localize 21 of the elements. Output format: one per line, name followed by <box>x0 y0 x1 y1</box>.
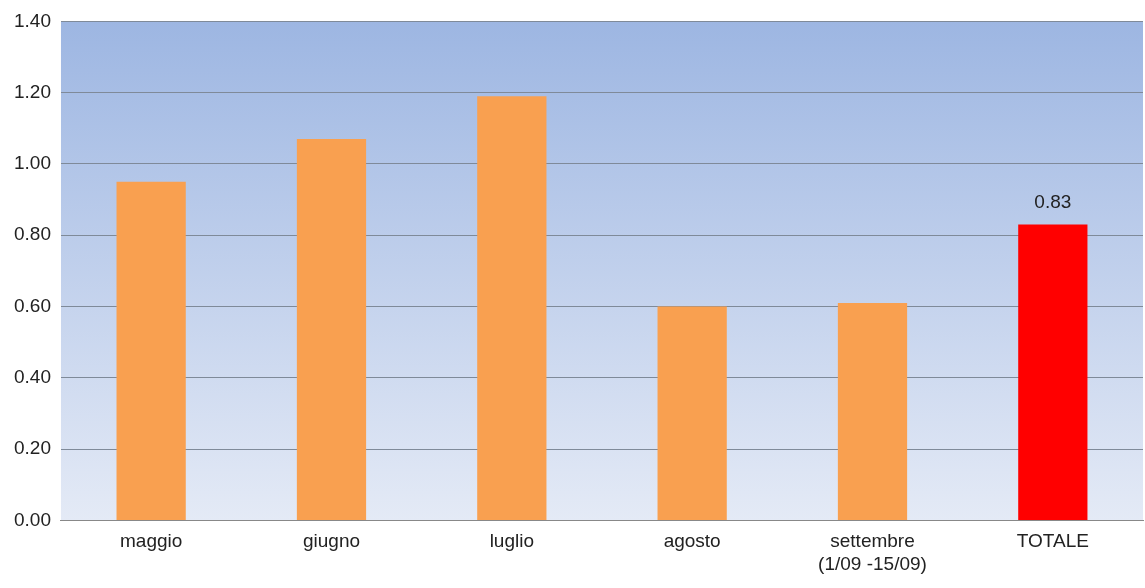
y-tick-label: 0.20 <box>14 437 51 459</box>
x-tick-label: luglio <box>489 530 535 552</box>
bar <box>296 139 367 520</box>
x-tick-label: agosto <box>663 530 721 552</box>
x-tick-label: TOTALE <box>1016 530 1089 552</box>
bar <box>1018 224 1088 520</box>
x-tick-label: settembre (1/09 -15/09) <box>818 530 927 574</box>
y-tick-label: 1.00 <box>14 152 51 174</box>
bar <box>657 306 727 520</box>
bar <box>477 96 547 520</box>
x-tick-label: maggio <box>119 530 183 552</box>
y-tick-label: 0.60 <box>14 294 51 316</box>
data-label: 0.83 <box>1034 191 1072 213</box>
x-tick-label: giugno <box>302 530 361 552</box>
bar <box>837 302 908 520</box>
y-tick-label: 0.00 <box>14 508 51 530</box>
y-tick-label: 0.80 <box>14 223 51 245</box>
bar <box>116 181 186 520</box>
y-tick-label: 0.40 <box>14 366 51 388</box>
y-tick-label: 1.40 <box>14 9 51 31</box>
y-tick-label: 1.20 <box>14 80 51 102</box>
